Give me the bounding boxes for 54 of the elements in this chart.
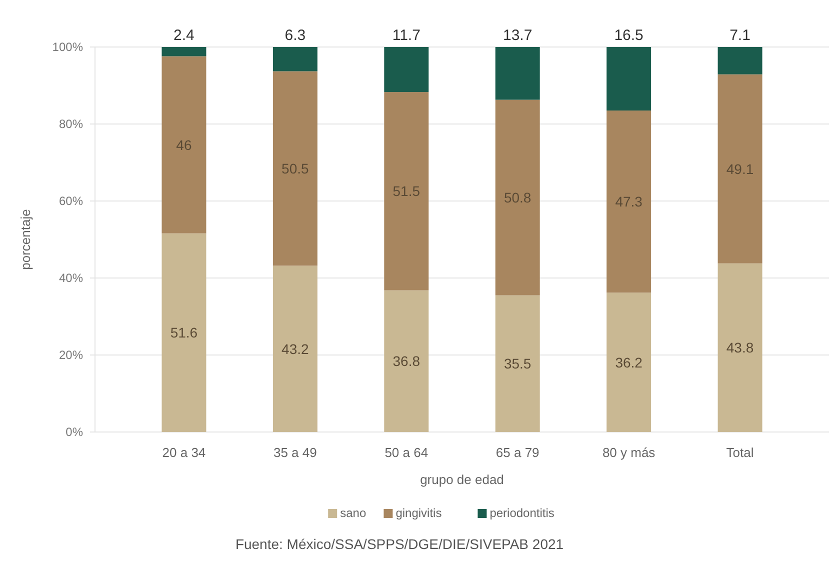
data-label: 49.1 (726, 160, 754, 177)
x-tick-label: 50 a 64 (384, 445, 428, 460)
data-label: 51.5 (392, 183, 420, 200)
data-label: 36.8 (392, 353, 420, 370)
x-tick-label: 35 a 49 (273, 445, 317, 460)
bar (606, 110, 652, 293)
y-axis-title: porcentaje (18, 209, 33, 270)
data-label: 36.2 (615, 354, 643, 370)
bar (495, 47, 540, 100)
y-tick-label: 0% (66, 425, 84, 439)
bar (272, 47, 318, 72)
x-tick-label: 20 a 34 (162, 445, 206, 460)
bar (606, 292, 652, 432)
data-label: 47.3 (615, 194, 643, 210)
bar (162, 47, 206, 56)
bar (162, 56, 206, 234)
bar (384, 92, 429, 290)
y-tick-label: 60% (58, 194, 84, 208)
data-label: 7.1 (730, 27, 750, 44)
y-tick-label: 80% (58, 117, 84, 131)
x-tick-label: 80 y más (602, 445, 656, 460)
bar (272, 71, 318, 266)
legend-label: gingivitis (396, 506, 442, 520)
x-tick-label: 65 a 79 (496, 445, 540, 460)
data-label: 50.5 (282, 160, 310, 176)
data-label: 16.5 (614, 27, 644, 44)
legend-label: periodontitis (490, 506, 554, 520)
data-label: 50.8 (504, 190, 532, 206)
data-label: 43.8 (726, 340, 754, 356)
data-label: 51.6 (170, 324, 198, 341)
y-tick-label: 100% (52, 40, 84, 54)
bar (495, 295, 540, 432)
bar (718, 74, 762, 264)
bar (384, 47, 429, 92)
bar (718, 263, 762, 432)
data-label: 43.2 (282, 340, 310, 357)
data-label: 46 (176, 136, 192, 153)
bar (718, 47, 762, 74)
bar (272, 266, 318, 432)
y-tick-label: 20% (58, 348, 84, 362)
y-tick-label: 40% (58, 271, 84, 285)
data-label: 35.5 (504, 356, 532, 372)
x-tick-label: Total (726, 445, 754, 460)
bar (384, 290, 429, 432)
source-note: Fuente: México/SSA/SPPS/DGE/DIE/SIVEPAB 2021 (235, 536, 564, 552)
legend-label: sano (340, 506, 366, 520)
bar (162, 233, 206, 432)
data-label: 11.7 (392, 27, 420, 44)
data-label: 2.4 (174, 27, 194, 44)
data-label: 13.7 (503, 27, 532, 44)
data-label: 6.3 (284, 27, 306, 44)
x-axis-title: grupo de edad (420, 472, 504, 487)
bar (495, 100, 540, 296)
bar (606, 47, 652, 111)
